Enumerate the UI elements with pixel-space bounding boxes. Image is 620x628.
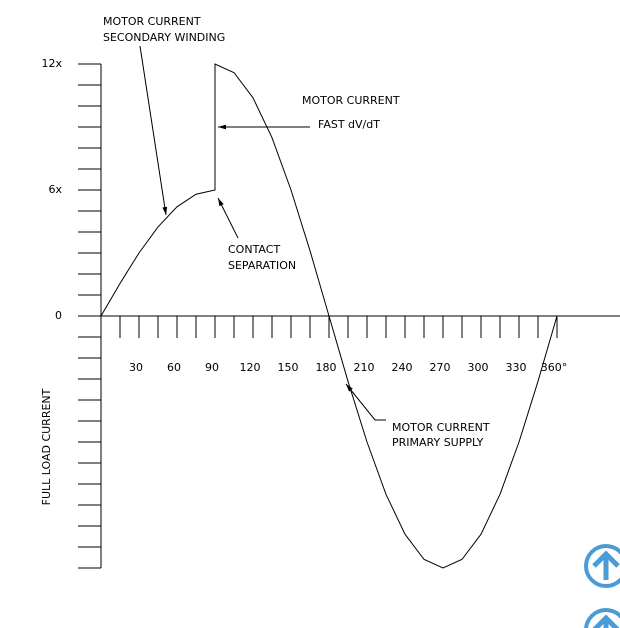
- x-tick-label: 300: [468, 361, 489, 374]
- arrow: [217, 197, 239, 239]
- annotation: CONTACT SEPARATION: [217, 197, 296, 272]
- annotation-text: CONTACT: [228, 243, 280, 256]
- y-tick-label: 12x: [41, 57, 62, 70]
- x-tick-label: 240: [392, 361, 413, 374]
- x-tick-label: 360°: [541, 361, 568, 374]
- x-tick-label: 210: [354, 361, 375, 374]
- annotation-text: PRIMARY SUPPLY: [392, 436, 484, 449]
- line-series: [100, 63, 558, 569]
- arrow: [345, 383, 386, 421]
- x-tick-label: 330: [506, 361, 527, 374]
- annotation: MOTOR CURRENT PRIMARY SUPPLY: [345, 383, 490, 449]
- scroll-up-button[interactable]: [584, 608, 620, 628]
- annotation-text: MOTOR CURRENT: [302, 94, 400, 107]
- arrow: [139, 45, 168, 216]
- annotation-text: MOTOR CURRENT: [103, 15, 201, 28]
- y-tick-label: 0: [55, 309, 62, 322]
- annotation-text: SECONDARY WINDING: [103, 31, 225, 44]
- annotation-text: FAST dV/dT: [318, 118, 380, 131]
- x-tick-label: 270: [430, 361, 451, 374]
- y-axis-label: FULL LOAD CURRENT: [40, 388, 53, 505]
- x-tick-label: 60: [167, 361, 181, 374]
- y-tick-label: 6x: [48, 183, 62, 196]
- scroll-up-button[interactable]: [584, 544, 620, 588]
- x-tick-label: 90: [205, 361, 219, 374]
- annotation: MOTOR CURRENT SECONDARY WINDING: [103, 15, 225, 216]
- x-tick-label: 120: [240, 361, 261, 374]
- annotation-text: SEPARATION: [228, 259, 296, 272]
- annotation: MOTOR CURRENT FAST dV/dT: [218, 94, 400, 131]
- x-tick-label: 180: [316, 361, 337, 374]
- x-tick-label: 150: [278, 361, 299, 374]
- x-tick-label: 30: [129, 361, 143, 374]
- annotation-text: MOTOR CURRENT: [392, 421, 490, 434]
